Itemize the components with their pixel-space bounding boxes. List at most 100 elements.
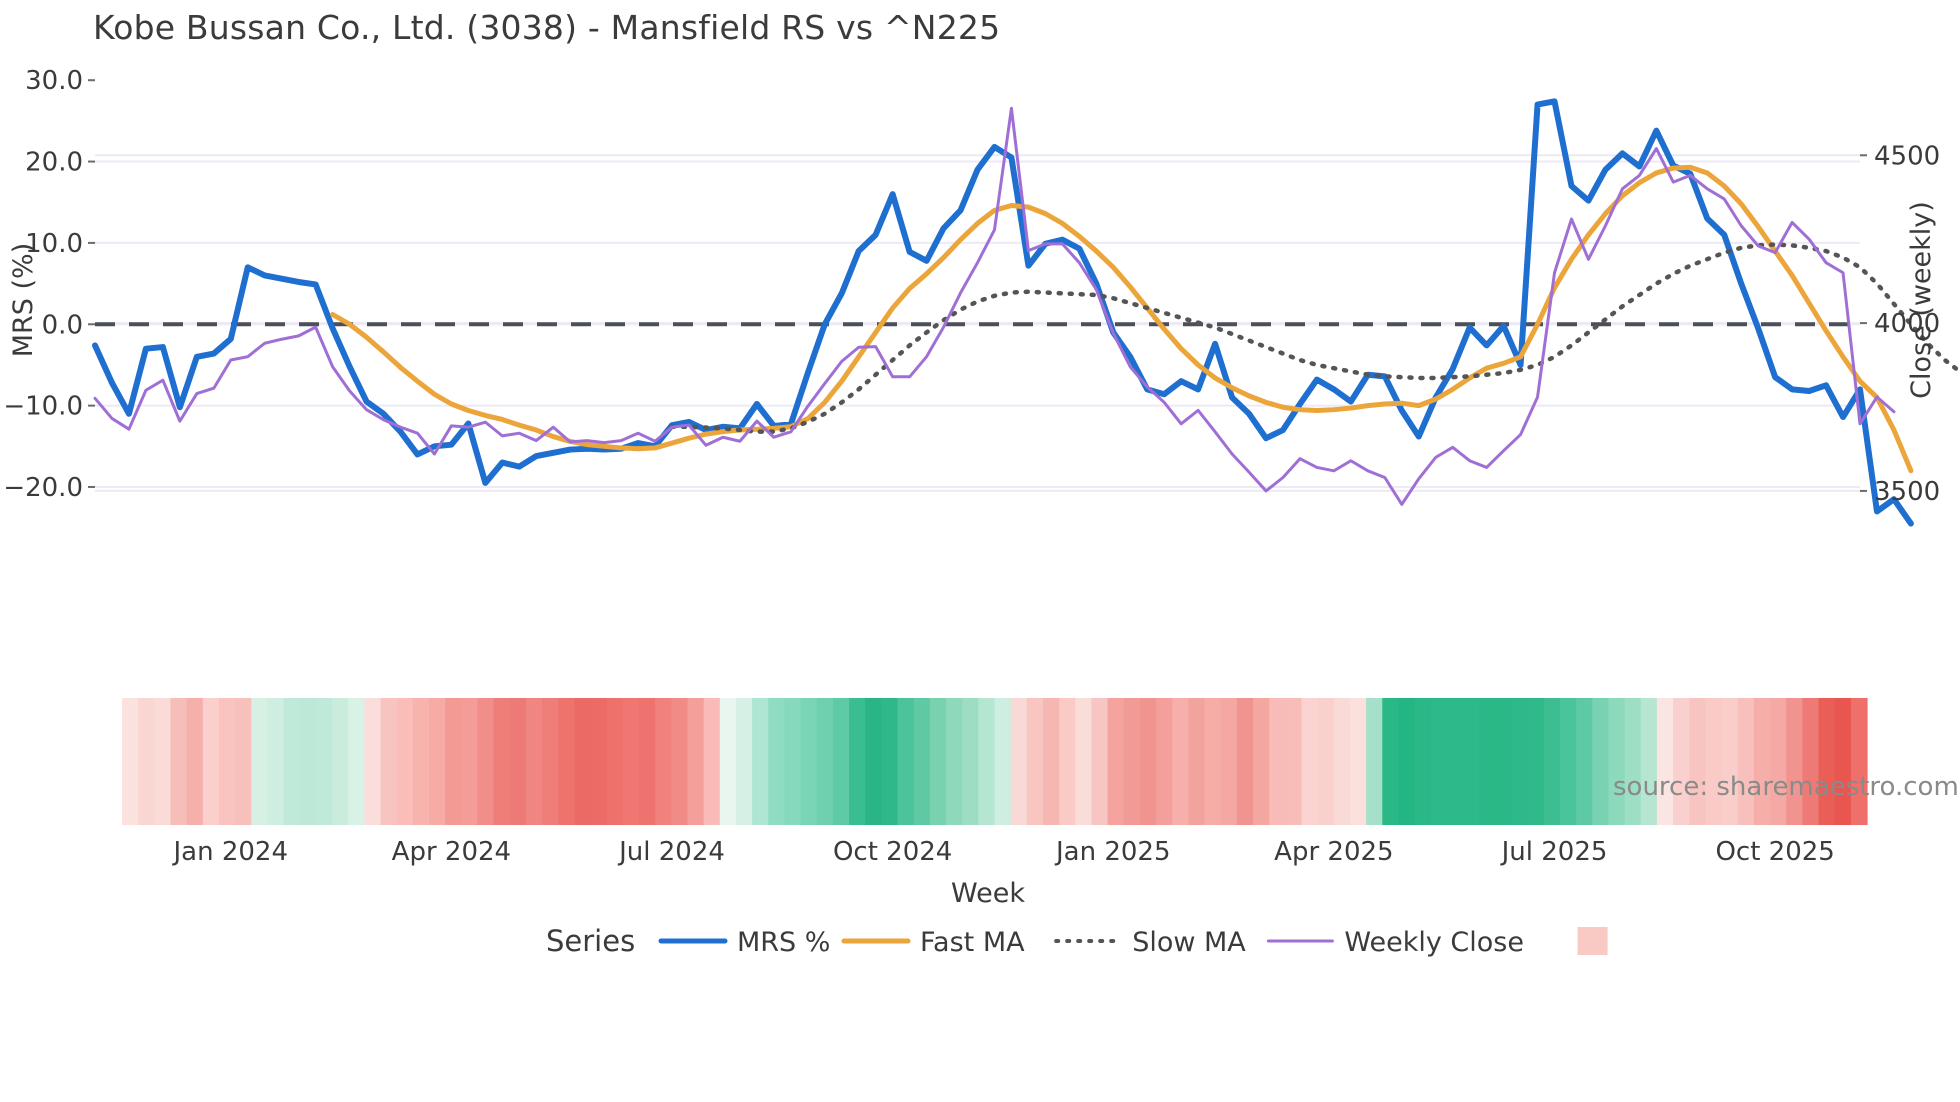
heatmap-cell bbox=[332, 698, 349, 825]
heatmap-cell bbox=[493, 698, 511, 825]
series-layer bbox=[92, 98, 1960, 527]
heatmap-cell bbox=[1511, 698, 1529, 825]
heatmap-cell bbox=[1026, 698, 1044, 825]
heatmap-cell bbox=[1414, 698, 1432, 825]
x-tick-label: Apr 2024 bbox=[392, 837, 511, 867]
heatmap-cell bbox=[1608, 698, 1626, 825]
chart-legend: Series MRS % Fast MA Slow MA Weekly Close bbox=[546, 924, 1608, 958]
heatmap-cell bbox=[315, 698, 333, 825]
heatmap-cell bbox=[202, 698, 220, 825]
heatmap-cell bbox=[122, 698, 139, 825]
heatmap-cell bbox=[1220, 698, 1238, 825]
heatmap-cell bbox=[1317, 698, 1335, 825]
heatmap-cell bbox=[445, 698, 462, 825]
heatmap-cell bbox=[1123, 698, 1141, 825]
heatmap-cell bbox=[218, 698, 236, 825]
heatmap-cell bbox=[1543, 698, 1561, 825]
heatmap-cell bbox=[1737, 698, 1755, 825]
heatmap-cell bbox=[1689, 698, 1707, 825]
heatmap-cell bbox=[299, 698, 317, 825]
x-tick-label: Oct 2024 bbox=[833, 837, 952, 867]
heatmap-cell bbox=[574, 698, 592, 825]
legend-label-mrs[interactable]: MRS % bbox=[737, 927, 830, 958]
heatmap-cell bbox=[897, 698, 915, 825]
heatmap-cell bbox=[170, 698, 188, 825]
heatmap-cell bbox=[428, 698, 446, 825]
x-tick-label: Apr 2025 bbox=[1274, 837, 1393, 867]
heatmap-cell bbox=[881, 698, 899, 825]
y2-tick-label: 4000 bbox=[1874, 309, 1940, 339]
heatmap-cell bbox=[1382, 698, 1400, 825]
rs-heatmap-strip bbox=[122, 698, 1868, 825]
heatmap-cell bbox=[1172, 698, 1189, 825]
heatmap-cell bbox=[768, 698, 786, 825]
heatmap-cell bbox=[590, 698, 608, 825]
legend-title: Series bbox=[546, 924, 635, 958]
legend-label-weekly-close[interactable]: Weekly Close bbox=[1344, 927, 1524, 958]
y-tick-label: −20.0 bbox=[3, 473, 83, 503]
series-line-weekly-close bbox=[93, 106, 1896, 506]
heatmap-cell bbox=[1398, 698, 1416, 825]
heatmap-cell bbox=[1495, 698, 1513, 825]
heatmap-cell bbox=[1042, 698, 1060, 825]
legend-swatch-4[interactable] bbox=[1577, 927, 1608, 955]
heatmap-cell bbox=[1721, 698, 1739, 825]
heatmap-cell bbox=[1463, 698, 1480, 825]
y-tick-label: −10.0 bbox=[3, 392, 83, 422]
heatmap-cell bbox=[461, 698, 479, 825]
y-tick-label: 0.0 bbox=[42, 310, 83, 340]
heatmap-cell bbox=[1576, 698, 1593, 825]
y-axis-right-ticks: 4500 4000 3500 bbox=[1860, 141, 1940, 507]
series-line-fast-ma bbox=[330, 164, 1914, 474]
heatmap-cell bbox=[832, 698, 850, 825]
heatmap-cell bbox=[1479, 698, 1496, 825]
heatmap-cell bbox=[1188, 698, 1206, 825]
series-line-slow-ma bbox=[669, 242, 1960, 434]
heatmap-cell bbox=[1236, 698, 1254, 825]
heatmap-cell bbox=[1446, 698, 1464, 825]
heatmap-cell bbox=[1527, 698, 1545, 825]
y-axis-left-ticks: 30.0 20.0 10.0 0.0 −10.0 −20.0 bbox=[3, 66, 95, 503]
heatmap-cell bbox=[1253, 698, 1270, 825]
series-line-mrs bbox=[92, 98, 1914, 527]
heatmap-cell bbox=[1091, 698, 1109, 825]
x-axis-ticks: Jan 2024 Apr 2024 Jul 2024 Oct 2024 Jan 2025… bbox=[172, 837, 1835, 867]
heatmap-cell bbox=[1430, 698, 1448, 825]
heatmap-cell bbox=[1269, 698, 1286, 825]
heatmap-cell bbox=[380, 698, 398, 825]
x-axis-label: Week bbox=[951, 878, 1025, 909]
legend-label-slow-ma[interactable]: Slow MA bbox=[1132, 927, 1246, 958]
x-tick-label: Jan 2025 bbox=[1054, 837, 1171, 867]
heatmap-cell bbox=[687, 698, 705, 825]
heatmap-cell bbox=[1333, 698, 1351, 825]
heatmap-cell bbox=[865, 698, 882, 825]
heatmap-cell bbox=[283, 698, 301, 825]
heatmap-cell bbox=[1705, 698, 1723, 825]
heatmap-cell bbox=[1656, 698, 1674, 825]
heatmap-cell bbox=[655, 698, 672, 825]
heatmap-cell bbox=[752, 698, 769, 825]
heatmap-cell bbox=[1075, 698, 1093, 825]
y-tick-label: 30.0 bbox=[25, 66, 83, 96]
x-tick-label: Jan 2024 bbox=[172, 837, 289, 867]
heatmap-cell bbox=[816, 698, 834, 825]
heatmap-cell bbox=[784, 698, 802, 825]
heatmap-cell bbox=[622, 698, 640, 825]
heatmap-cell bbox=[396, 698, 414, 825]
heatmap-cell bbox=[1139, 698, 1157, 825]
heatmap-cell bbox=[1204, 698, 1222, 825]
heatmap-cell bbox=[719, 698, 737, 825]
heatmap-cell bbox=[1818, 698, 1836, 825]
heatmap-cell bbox=[735, 698, 753, 825]
y-axis-right-label: Close (weekly) bbox=[1906, 201, 1937, 399]
x-tick-label: Oct 2025 bbox=[1715, 837, 1834, 867]
x-tick-label: Jul 2024 bbox=[617, 837, 725, 867]
heatmap-cell bbox=[1366, 698, 1383, 825]
heatmap-cell bbox=[994, 698, 1012, 825]
heatmap-cell bbox=[348, 698, 365, 825]
heatmap-cell bbox=[606, 698, 624, 825]
x-tick-label: Jul 2025 bbox=[1500, 837, 1608, 867]
heatmap-cell bbox=[1010, 698, 1028, 825]
legend-label-fast-ma[interactable]: Fast MA bbox=[920, 927, 1025, 958]
heatmap-cell bbox=[1770, 698, 1787, 825]
